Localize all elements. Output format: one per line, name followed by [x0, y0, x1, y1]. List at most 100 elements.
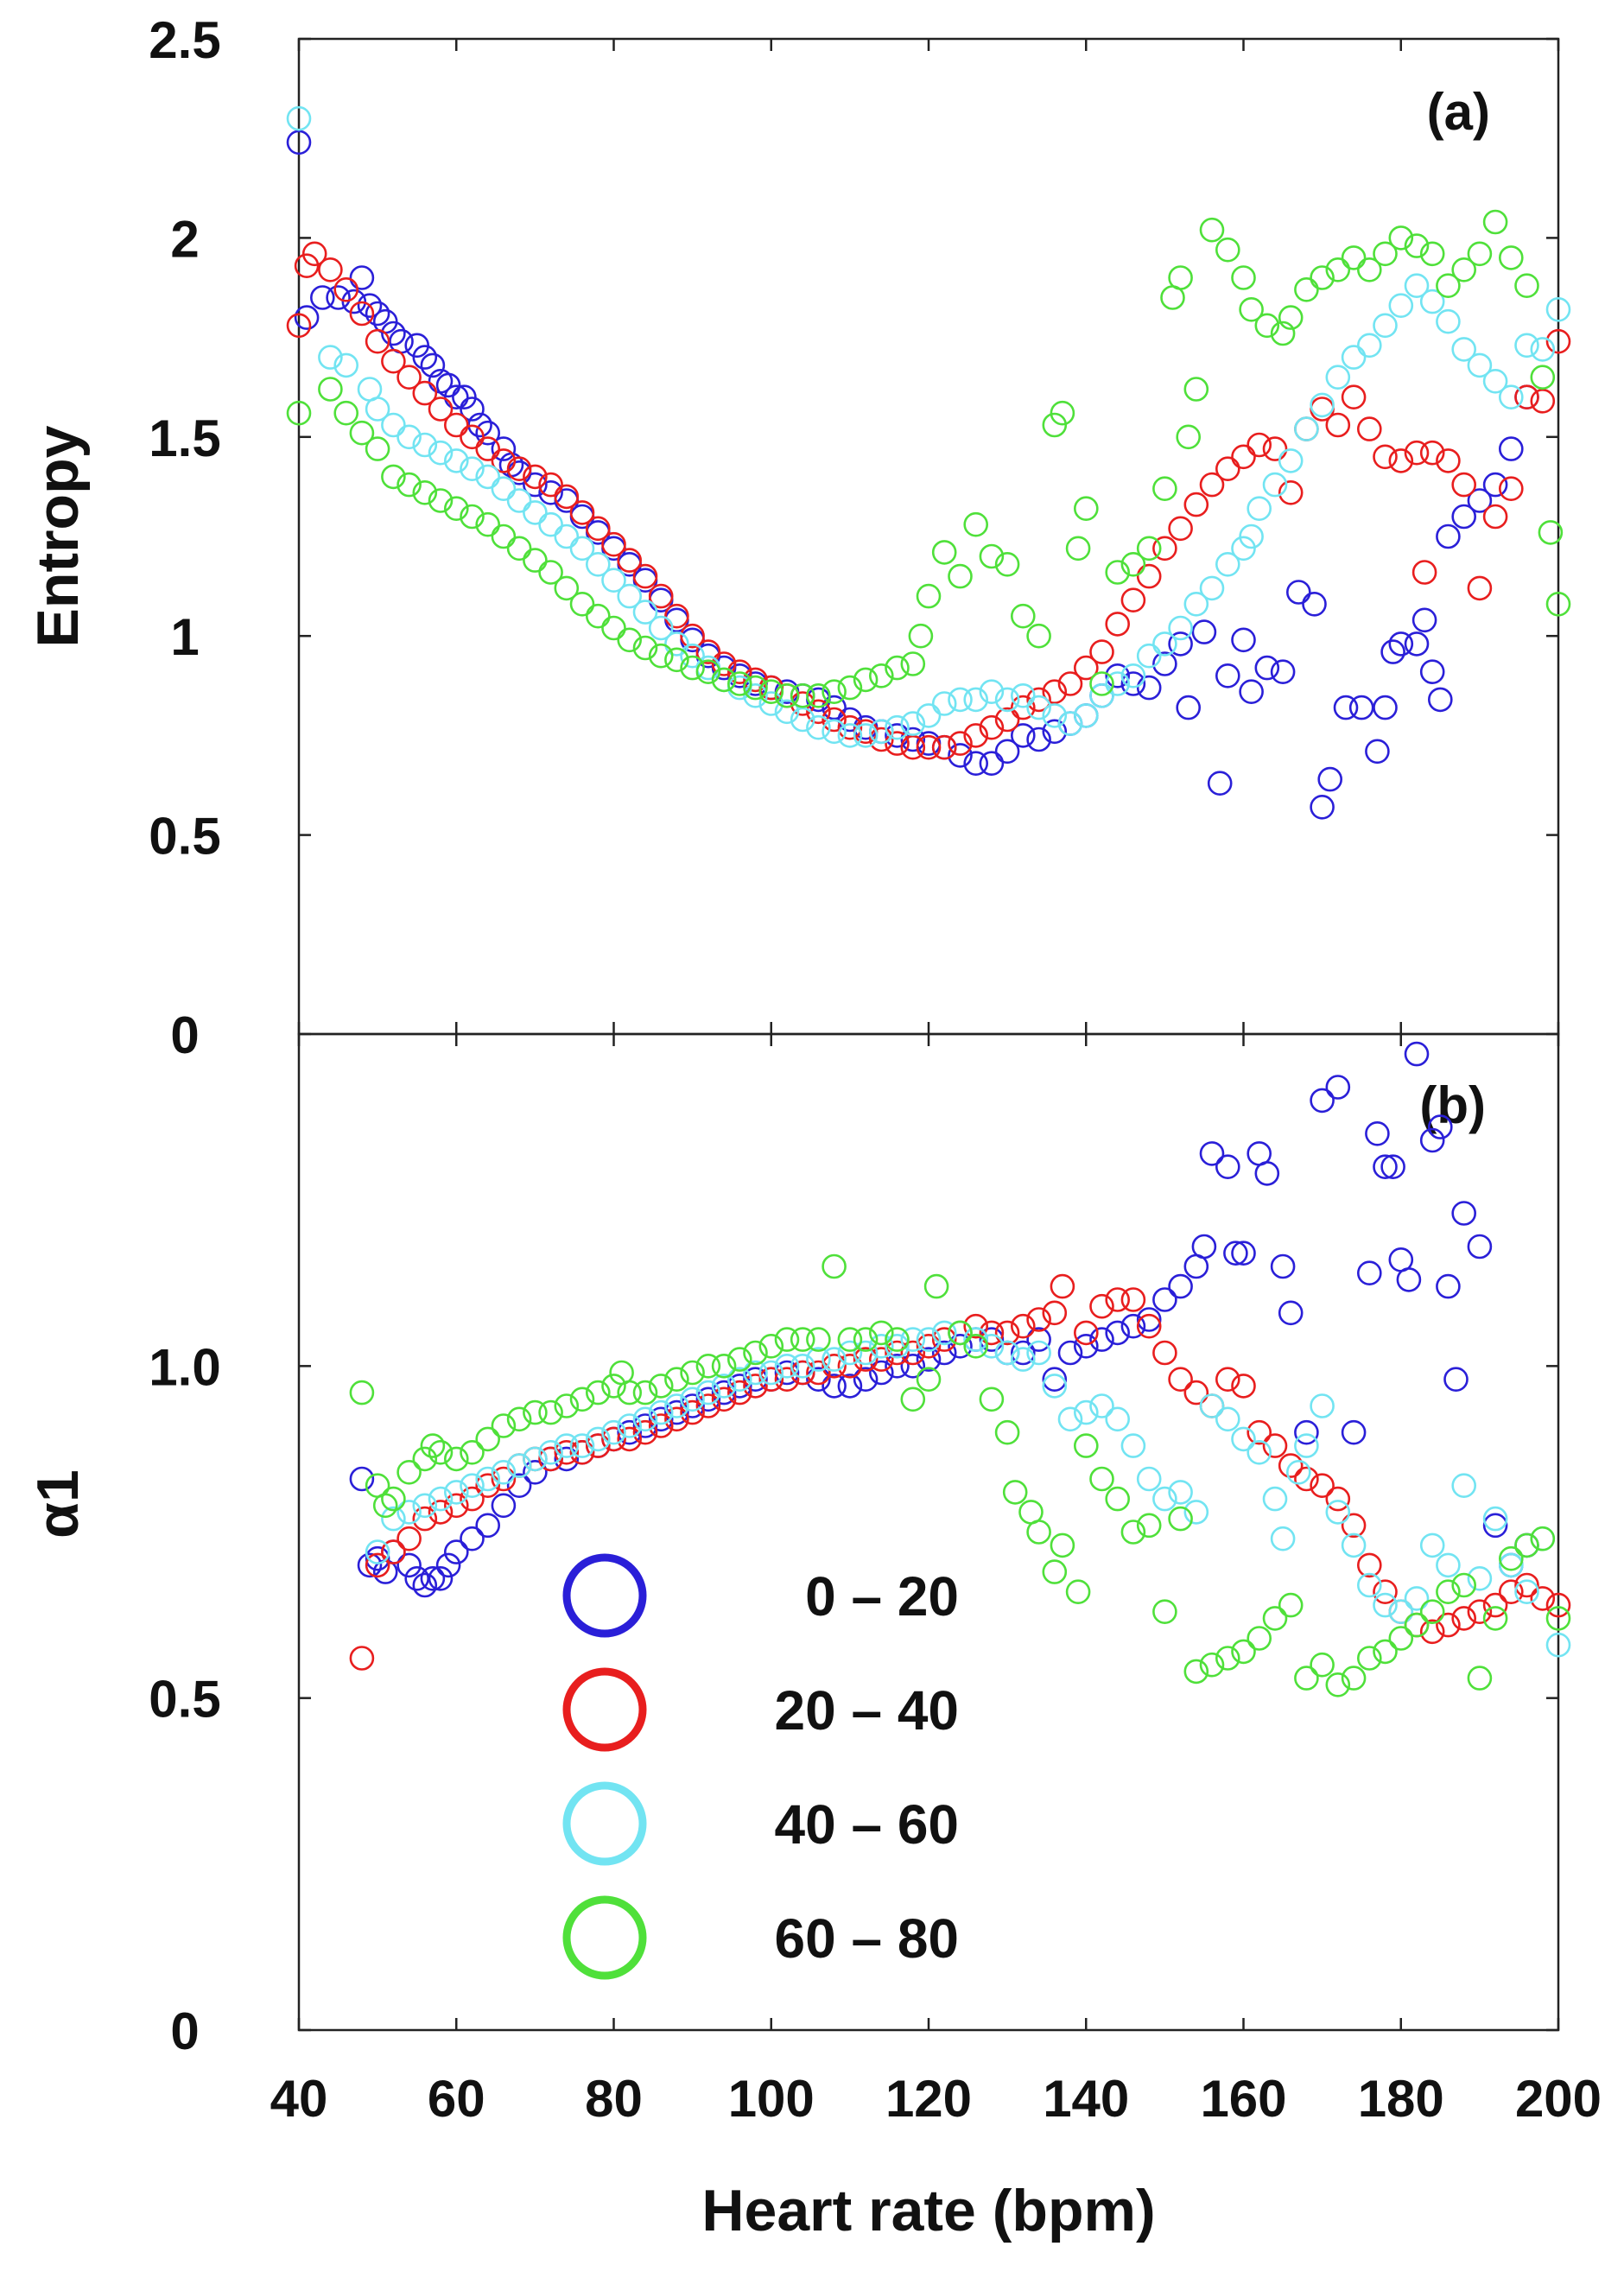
data-point: [948, 687, 973, 713]
data-point: [916, 583, 942, 609]
data-point: [1419, 1599, 1445, 1624]
data-point: [1278, 1453, 1304, 1478]
data-point: [318, 377, 343, 402]
data-point: [1514, 1579, 1539, 1604]
data-point: [900, 1340, 926, 1366]
data-point: [1286, 1460, 1311, 1485]
data-point: [381, 1539, 406, 1564]
data-point: [648, 1413, 674, 1438]
data-point: [412, 432, 438, 458]
data-point: [601, 1426, 626, 1452]
legend: 0 – 20 20 – 40 40 – 60 60 – 80: [562, 1553, 959, 1980]
data-point: [1215, 1367, 1240, 1392]
data-point: [1278, 305, 1304, 330]
data-point: [1467, 1234, 1493, 1260]
data-point: [396, 1552, 422, 1578]
data-point: [1152, 476, 1177, 502]
data-point: [286, 313, 312, 339]
data-point: [1451, 1201, 1476, 1226]
data-point: [1026, 727, 1051, 752]
legend-marker: [562, 1781, 647, 1866]
data-point: [617, 1413, 643, 1438]
data-point: [491, 523, 517, 549]
data-point: [743, 1340, 768, 1366]
data-point: [1530, 1586, 1556, 1611]
data-point: [1262, 436, 1288, 461]
data-point: [1436, 1579, 1461, 1604]
data-point: [1545, 1606, 1571, 1631]
data-point: [963, 1327, 988, 1352]
data-point: [1348, 695, 1374, 720]
data-point: [1152, 1486, 1177, 1512]
data-point: [1325, 365, 1351, 390]
data-point: [491, 436, 517, 461]
data-point: [1373, 444, 1398, 470]
xtick-label: 180: [1358, 2070, 1444, 2128]
series-60-80: [286, 209, 1571, 708]
data-point: [1428, 1114, 1453, 1139]
data-point: [695, 1354, 721, 1379]
data-point: [900, 1354, 926, 1379]
data-point: [569, 1433, 595, 1458]
data-point: [617, 583, 643, 609]
data-point: [853, 723, 879, 748]
data-point: [1136, 1466, 1162, 1492]
data-point: [1120, 1287, 1146, 1312]
data-point: [774, 1354, 800, 1379]
data-point: [1436, 448, 1461, 473]
series-0-20: [349, 1041, 1539, 1598]
data-point: [506, 1453, 532, 1478]
data-point: [885, 1334, 910, 1359]
data-point: [979, 1386, 1005, 1412]
data-point: [1404, 1612, 1430, 1638]
data-point: [1215, 663, 1240, 688]
data-point: [1436, 273, 1461, 299]
data-point: [1499, 476, 1524, 502]
data-point: [1168, 516, 1193, 542]
data-point: [1294, 1666, 1319, 1691]
data-point: [885, 731, 910, 756]
data-point: [1404, 273, 1430, 299]
data-point: [868, 1360, 894, 1386]
data-point: [963, 687, 988, 713]
data-point: [333, 276, 359, 302]
data-point: [806, 1367, 831, 1392]
data-point: [885, 1340, 910, 1366]
data-point: [1191, 1234, 1217, 1260]
ytick-label: 2.5: [149, 11, 220, 69]
data-point: [1026, 623, 1051, 649]
panel-a-ticks: [297, 37, 1560, 1036]
data-point: [1294, 276, 1319, 302]
data-point: [1207, 771, 1233, 796]
data-point: [1239, 679, 1264, 705]
data-point: [1239, 523, 1264, 549]
data-point: [774, 1367, 800, 1392]
data-point: [538, 511, 563, 537]
data-point: [979, 543, 1005, 569]
data-point: [632, 1419, 658, 1445]
data-point: [1136, 563, 1162, 589]
data-point: [1223, 1241, 1248, 1266]
data-point: [900, 734, 926, 760]
data-point: [1467, 241, 1493, 267]
data-point: [632, 1413, 658, 1438]
data-point: [837, 714, 863, 740]
data-point: [1310, 1473, 1335, 1498]
data-point: [326, 285, 351, 310]
data-point: [475, 464, 501, 490]
data-point: [1074, 655, 1099, 681]
data-point: [420, 1433, 446, 1458]
data-point: [381, 1506, 406, 1532]
data-point: [743, 667, 768, 693]
data-point: [822, 1253, 847, 1279]
data-point: [491, 448, 517, 473]
data-point: [1089, 1327, 1114, 1352]
data-point: [1404, 1041, 1430, 1067]
data-point: [1428, 687, 1453, 713]
data-point: [632, 1406, 658, 1432]
data-point: [1239, 296, 1264, 322]
data-point: [806, 1360, 831, 1386]
data-point: [365, 1539, 390, 1564]
data-point: [1168, 1480, 1193, 1505]
data-point: [931, 734, 957, 760]
